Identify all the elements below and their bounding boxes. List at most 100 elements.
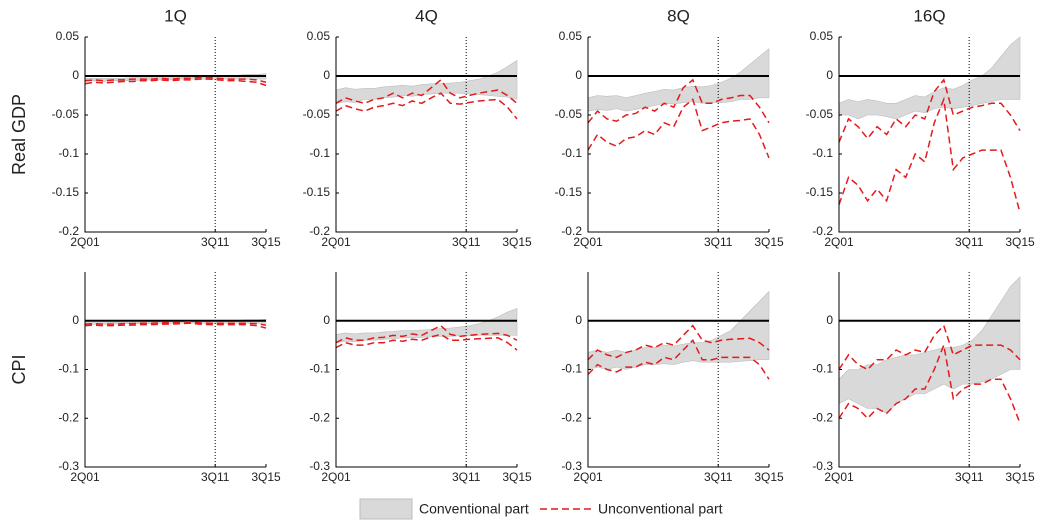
unconventional-line	[838, 96, 1021, 213]
y-tick-label: 0	[826, 313, 833, 327]
x-tick-label: 3Q15	[754, 235, 784, 249]
x-tick-label: 2Q01	[573, 470, 603, 484]
unconventional-line	[335, 78, 518, 105]
axes	[84, 272, 266, 468]
y-tick-label: -0.1	[309, 146, 330, 160]
x-tick-label: 3Q11	[201, 235, 230, 249]
y-tick-label: -0.2	[812, 410, 833, 424]
unconventional-line	[587, 98, 770, 159]
y-tick-label: -0.15	[52, 185, 80, 199]
y-tick-label: -0.05	[555, 107, 583, 121]
x-tick-label: 3Q11	[955, 235, 984, 249]
y-tick-label: -0.1	[561, 146, 582, 160]
y-tick-label: 0.05	[56, 29, 80, 43]
unconventional-line	[84, 76, 267, 83]
y-axis-label: Real GDP	[9, 94, 29, 175]
legend-label: Conventional part	[419, 501, 529, 517]
unconventional-line	[84, 320, 267, 326]
y-tick-label: -0.1	[309, 362, 330, 376]
y-tick-label: -0.2	[58, 224, 79, 238]
x-tick-label: 3Q15	[502, 470, 532, 484]
y-tick-label: -0.15	[555, 185, 583, 199]
unconventional-line	[84, 78, 267, 87]
x-tick-label: 3Q15	[251, 470, 281, 484]
y-tick-label: -0.1	[58, 146, 79, 160]
unconventional-line	[838, 324, 1021, 371]
y-tick-label: 0	[575, 313, 582, 327]
y-tick-label: -0.05	[806, 107, 834, 121]
conventional-band	[587, 290, 770, 370]
x-tick-label: 3Q11	[201, 470, 230, 484]
x-tick-label: 2Q01	[824, 235, 854, 249]
y-axis-label: CPI	[9, 354, 29, 384]
conventional-band	[587, 48, 770, 112]
y-tick-label: -0.05	[303, 107, 331, 121]
unconventional-line	[84, 322, 267, 329]
y-tick-label: -0.2	[812, 224, 833, 238]
unconventional-line	[838, 78, 1021, 143]
legend-swatch	[359, 498, 413, 520]
y-tick-label: 0	[575, 68, 582, 82]
axes	[84, 37, 266, 233]
y-tick-label: -0.2	[561, 224, 582, 238]
panel-title: 1Q	[164, 6, 187, 25]
y-tick-label: -0.3	[812, 459, 833, 473]
unconventional-line	[587, 324, 770, 361]
y-tick-label: -0.3	[561, 459, 582, 473]
unconventional-line	[587, 338, 770, 380]
y-tick-label: -0.1	[58, 362, 79, 376]
y-tick-label: 0.05	[559, 29, 583, 43]
x-tick-label: 2Q01	[573, 235, 603, 249]
x-tick-label: 2Q01	[70, 470, 100, 484]
panel-title: 16Q	[913, 6, 945, 25]
x-tick-label: 3Q15	[1005, 235, 1035, 249]
conventional-band	[838, 36, 1021, 120]
y-tick-label: -0.1	[812, 146, 833, 160]
axes	[838, 272, 1020, 468]
y-tick-label: 0	[323, 68, 330, 82]
y-tick-label: -0.05	[52, 107, 80, 121]
panel-title: 8Q	[667, 6, 690, 25]
panel-title: 4Q	[415, 6, 438, 25]
y-tick-label: 0	[72, 313, 79, 327]
x-tick-label: 3Q15	[1005, 470, 1035, 484]
x-tick-label: 3Q15	[251, 235, 281, 249]
unconventional-line	[587, 78, 770, 124]
y-tick-label: 0	[323, 313, 330, 327]
x-tick-label: 2Q01	[70, 235, 100, 249]
x-tick-label: 3Q15	[754, 470, 784, 484]
y-tick-label: -0.1	[812, 362, 833, 376]
y-tick-label: 0.05	[307, 29, 331, 43]
y-tick-label: -0.3	[309, 459, 330, 473]
x-tick-label: 3Q11	[452, 470, 481, 484]
y-tick-label: -0.2	[58, 410, 79, 424]
unconventional-line	[335, 324, 518, 344]
x-tick-label: 3Q11	[955, 470, 984, 484]
x-tick-label: 2Q01	[321, 470, 351, 484]
x-tick-label: 3Q15	[502, 235, 532, 249]
x-tick-label: 2Q01	[824, 470, 854, 484]
y-tick-label: 0	[72, 68, 79, 82]
unconventional-line	[335, 333, 518, 351]
y-tick-label: -0.15	[303, 185, 331, 199]
axes	[335, 272, 517, 468]
y-tick-label: -0.2	[309, 224, 330, 238]
y-tick-label: -0.15	[806, 185, 834, 199]
y-tick-label: 0.05	[810, 29, 834, 43]
legend-label: Unconventional part	[598, 501, 723, 517]
unconventional-line	[838, 342, 1021, 424]
conventional-band	[335, 308, 518, 344]
conventional-band	[838, 276, 1021, 414]
y-tick-label: -0.2	[309, 410, 330, 424]
y-tick-label: -0.1	[561, 362, 582, 376]
axes	[587, 272, 769, 468]
x-tick-label: 2Q01	[321, 235, 351, 249]
y-tick-label: -0.2	[561, 410, 582, 424]
y-tick-label: -0.3	[58, 459, 79, 473]
axes	[587, 37, 769, 233]
x-tick-label: 3Q11	[704, 470, 733, 484]
axes	[335, 37, 517, 233]
axes	[838, 37, 1020, 233]
x-tick-label: 3Q11	[704, 235, 733, 249]
